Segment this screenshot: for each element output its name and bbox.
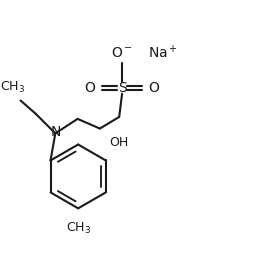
Text: O$^-$: O$^-$: [111, 46, 133, 60]
Text: CH$_3$: CH$_3$: [66, 221, 91, 236]
Text: O: O: [148, 81, 159, 95]
Text: CH$_3$: CH$_3$: [0, 80, 25, 95]
Text: S: S: [118, 81, 126, 95]
Text: Na$^+$: Na$^+$: [148, 44, 178, 62]
Text: N: N: [50, 125, 61, 139]
Text: OH: OH: [109, 136, 129, 149]
Text: O: O: [85, 81, 96, 95]
